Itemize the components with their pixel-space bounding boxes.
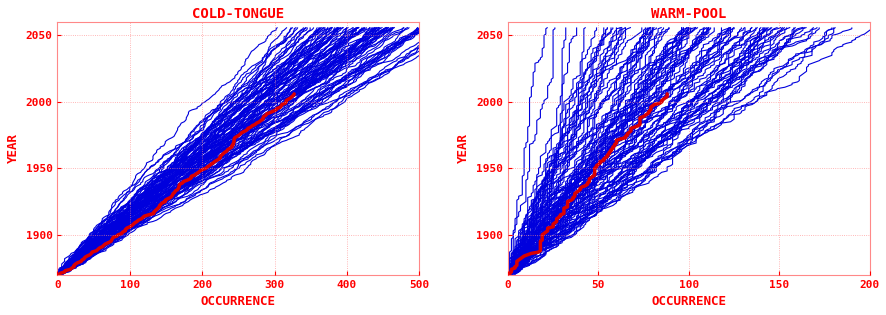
Title: COLD-TONGUE: COLD-TONGUE bbox=[192, 7, 284, 21]
X-axis label: OCCURRENCE: OCCURRENCE bbox=[201, 295, 276, 308]
X-axis label: OCCURRENCE: OCCURRENCE bbox=[650, 295, 726, 308]
Title: WARM-POOL: WARM-POOL bbox=[650, 7, 726, 21]
Y-axis label: YEAR: YEAR bbox=[457, 133, 470, 163]
Y-axis label: YEAR: YEAR bbox=[7, 133, 19, 163]
